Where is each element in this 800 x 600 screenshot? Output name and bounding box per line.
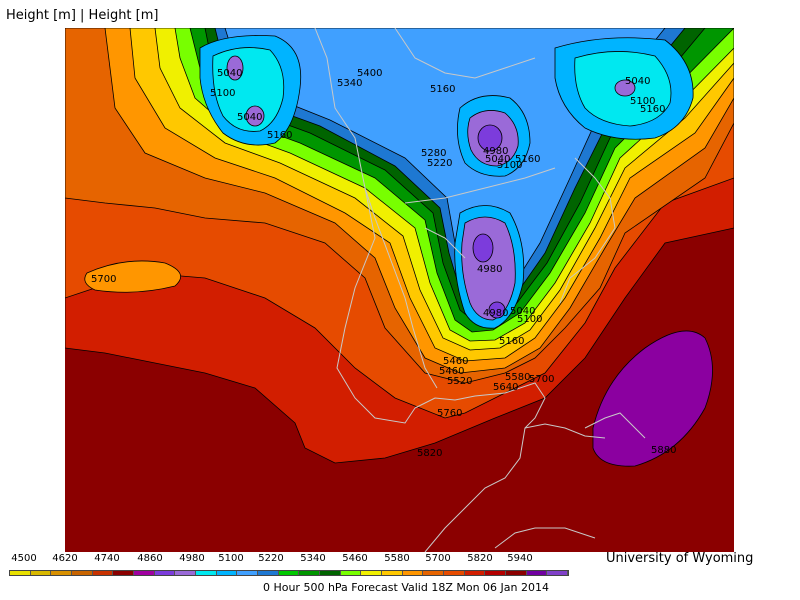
contour-label: 5160 — [430, 84, 455, 95]
legend-swatch — [92, 571, 114, 575]
contour-label: 5160 — [640, 104, 665, 115]
legend-swatch — [51, 571, 73, 575]
legend-swatch — [10, 571, 31, 575]
contour-label: 5220 — [427, 158, 452, 169]
contour-label: 5580 — [505, 372, 530, 383]
contour-label: 5760 — [437, 408, 462, 419]
legend-swatch — [402, 571, 424, 575]
legend-tick-label: 5820 — [467, 553, 493, 564]
contour-label: 5880 — [651, 445, 676, 456]
contour-label: 5820 — [417, 448, 442, 459]
legend-swatch — [382, 571, 403, 575]
contour-label: 5700 — [529, 374, 554, 385]
legend-tick-label: 5460 — [342, 553, 368, 564]
contour-label: 5100 — [210, 88, 235, 99]
contour-label: 5280 — [421, 148, 446, 159]
legend-swatch — [175, 571, 197, 575]
legend-swatch — [30, 571, 52, 575]
legend-swatch — [299, 571, 321, 575]
legend-tick-label: 4860 — [137, 553, 163, 564]
contour-label: 5640 — [493, 382, 518, 393]
height-contour-map: 5040510050405160540053405160498050405100… — [65, 28, 734, 552]
contour-label: 5520 — [447, 376, 472, 387]
legend-tick-label: 5220 — [258, 553, 284, 564]
contour-label: 5700 — [91, 274, 116, 285]
contour-label: 5340 — [337, 78, 362, 89]
legend-swatch — [113, 571, 135, 575]
contour-label: 5460 — [443, 356, 468, 367]
legend-tick-label: 4740 — [94, 553, 120, 564]
legend-tick-label: 4980 — [179, 553, 205, 564]
contour-label: 5040 — [237, 112, 262, 123]
legend-swatch — [278, 571, 300, 575]
legend-swatch — [361, 571, 383, 575]
contour-label: 5160 — [267, 130, 292, 141]
contour-label: 5160 — [499, 336, 524, 347]
legend-swatch — [526, 571, 548, 575]
legend-swatch — [506, 571, 527, 575]
legend-swatch — [444, 571, 465, 575]
legend-tick-label: 5700 — [425, 553, 451, 564]
contour-label: 5040 — [485, 154, 510, 165]
legend-swatch — [547, 571, 569, 575]
contour-label: 5040 — [217, 68, 242, 79]
contour-label: 4980 — [483, 308, 508, 319]
legend-swatch — [196, 571, 217, 575]
contour-label: 5100 — [630, 96, 655, 107]
legend-swatch — [464, 571, 486, 575]
legend-swatch — [340, 571, 362, 575]
legend-tick-label: 5580 — [384, 553, 410, 564]
legend-swatch — [72, 571, 93, 575]
legend-tick-label: 5100 — [218, 553, 244, 564]
forecast-caption: 0 Hour 500 hPa Forecast Valid 18Z Mon 06… — [262, 581, 550, 594]
contour-label: 5460 — [439, 366, 464, 377]
legend-swatch — [320, 571, 341, 575]
contour-label: 5160 — [515, 154, 540, 165]
legend-swatch — [134, 571, 155, 575]
contour-label: 5400 — [357, 68, 382, 79]
contour-label: 5100 — [517, 314, 542, 325]
legend-swatch — [423, 571, 445, 575]
legend-swatch — [485, 571, 507, 575]
legend-tick-label: 4620 — [52, 553, 78, 564]
contour-label: 5040 — [510, 306, 535, 317]
legend-swatch — [154, 571, 176, 575]
color-legend — [9, 570, 569, 576]
contour-label: 5100 — [497, 160, 522, 171]
credit-text: University of Wyoming — [606, 551, 754, 566]
legend-ticks: 4500 4620 4740 4860 4980 5100 5220 5340 5460 5580… — [0, 553, 600, 567]
contour-label: 4980 — [477, 264, 502, 275]
legend-tick-label: 4500 — [11, 553, 37, 564]
legend-swatch — [237, 571, 259, 575]
legend-tick-label: 5340 — [300, 553, 326, 564]
contour-label: 5040 — [625, 76, 650, 87]
legend-swatch — [216, 571, 238, 575]
legend-swatch — [258, 571, 279, 575]
contour-label: 4980 — [483, 146, 508, 157]
map-title: Height [m] | Height [m] — [6, 8, 159, 23]
legend-tick-label: 5940 — [507, 553, 533, 564]
